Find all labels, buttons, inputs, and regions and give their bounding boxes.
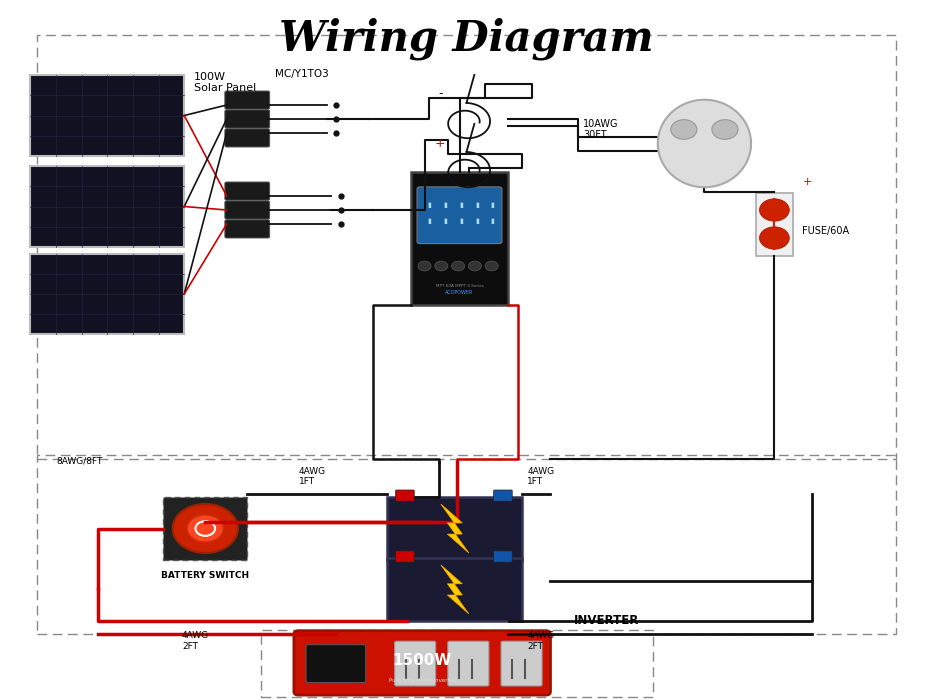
- Text: 100W
Solar Panel: 100W Solar Panel: [194, 72, 256, 93]
- Text: +: +: [435, 137, 446, 150]
- FancyBboxPatch shape: [501, 641, 542, 686]
- FancyBboxPatch shape: [387, 497, 522, 560]
- Circle shape: [759, 199, 789, 221]
- FancyBboxPatch shape: [30, 76, 185, 156]
- FancyBboxPatch shape: [387, 558, 522, 621]
- FancyBboxPatch shape: [225, 129, 270, 147]
- Text: -: -: [439, 87, 442, 99]
- FancyBboxPatch shape: [395, 641, 436, 686]
- FancyBboxPatch shape: [396, 551, 414, 562]
- Text: MPT 60A MPPT S Series: MPT 60A MPPT S Series: [436, 284, 483, 288]
- Text: 4AWG
1FT: 4AWG 1FT: [527, 467, 554, 486]
- Circle shape: [671, 120, 697, 139]
- FancyBboxPatch shape: [225, 110, 270, 128]
- Ellipse shape: [658, 99, 751, 187]
- Text: FUSE/60A: FUSE/60A: [802, 226, 850, 236]
- FancyBboxPatch shape: [396, 490, 414, 501]
- Text: 4AWG
1FT: 4AWG 1FT: [299, 467, 326, 486]
- Circle shape: [188, 515, 223, 542]
- Text: ACOPOWER: ACOPOWER: [445, 290, 474, 295]
- Text: INVERTER: INVERTER: [574, 614, 639, 627]
- Text: 10AWG
30FT: 10AWG 30FT: [583, 119, 619, 140]
- Text: ▮: ▮: [443, 218, 447, 225]
- Circle shape: [418, 261, 431, 271]
- FancyBboxPatch shape: [306, 645, 366, 682]
- Circle shape: [759, 227, 789, 249]
- Text: 8AWG/8FT: 8AWG/8FT: [56, 456, 103, 466]
- Circle shape: [485, 261, 498, 271]
- Text: 1500W: 1500W: [393, 652, 452, 668]
- Text: ▮: ▮: [475, 202, 479, 208]
- Text: +: +: [802, 178, 812, 188]
- Polygon shape: [440, 504, 468, 553]
- FancyBboxPatch shape: [30, 254, 185, 335]
- Text: ▮: ▮: [475, 218, 479, 225]
- Text: ▮: ▮: [443, 202, 447, 208]
- FancyBboxPatch shape: [225, 220, 270, 238]
- FancyBboxPatch shape: [756, 193, 793, 256]
- FancyBboxPatch shape: [163, 497, 247, 560]
- Text: BATTERY SWITCH: BATTERY SWITCH: [161, 570, 249, 580]
- Text: Pure Sine Wave Inverter: Pure Sine Wave Inverter: [389, 678, 455, 682]
- Text: 4AWG
2FT: 4AWG 2FT: [527, 631, 554, 651]
- FancyBboxPatch shape: [494, 551, 512, 562]
- FancyBboxPatch shape: [417, 187, 502, 244]
- Text: ▮: ▮: [427, 202, 431, 208]
- Circle shape: [468, 261, 481, 271]
- FancyBboxPatch shape: [225, 182, 270, 200]
- Text: MC/Y1TO3: MC/Y1TO3: [275, 69, 329, 78]
- FancyBboxPatch shape: [494, 490, 512, 501]
- Circle shape: [712, 120, 738, 139]
- Circle shape: [452, 261, 465, 271]
- Text: 4AWG
2FT: 4AWG 2FT: [182, 631, 209, 651]
- Text: ▮: ▮: [491, 202, 494, 208]
- Text: ▮: ▮: [491, 218, 494, 225]
- FancyBboxPatch shape: [225, 201, 270, 219]
- Circle shape: [435, 261, 448, 271]
- Polygon shape: [440, 565, 468, 614]
- Circle shape: [173, 504, 238, 553]
- Text: ▮: ▮: [459, 202, 463, 208]
- FancyBboxPatch shape: [448, 641, 489, 686]
- FancyBboxPatch shape: [294, 631, 550, 695]
- Text: ▮: ▮: [427, 218, 431, 225]
- FancyBboxPatch shape: [411, 172, 508, 304]
- FancyBboxPatch shape: [30, 167, 185, 247]
- FancyBboxPatch shape: [225, 91, 270, 109]
- Text: ▮: ▮: [459, 218, 463, 225]
- Text: Wiring Diagram: Wiring Diagram: [279, 18, 654, 60]
